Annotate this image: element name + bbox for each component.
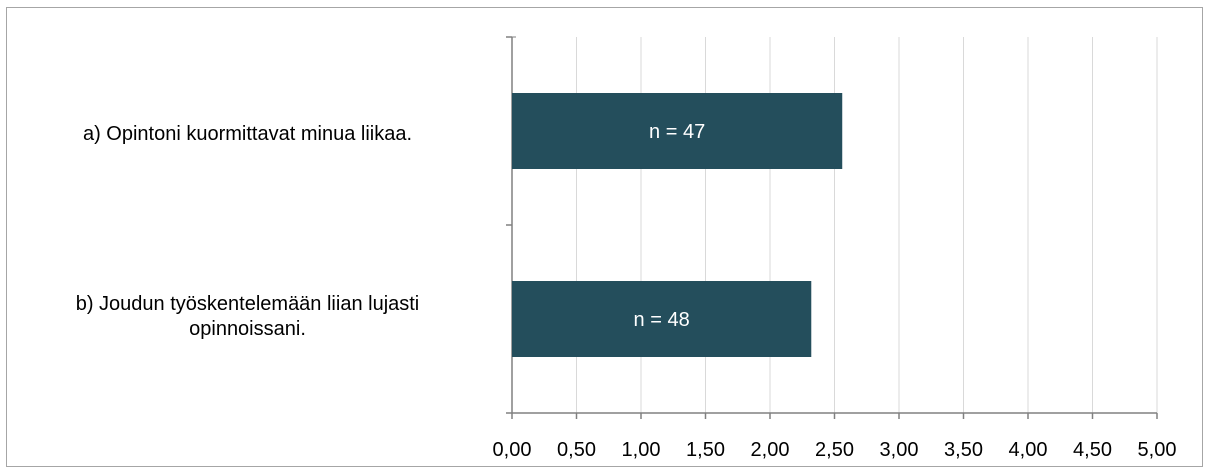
x-tick-label-5: 2,50 [815,439,854,461]
x-tick-label-3: 1,50 [686,439,725,461]
x-tick-label-8: 4,00 [1009,439,1048,461]
bar-label-1: n = 48 [634,309,690,331]
x-tick-label-0: 0,00 [493,439,532,461]
category-label-a-line-1: a) Opintoni kuormittavat minua liikaa. [82,123,413,145]
category-label-b-line-2: opinnoissani. [189,318,306,340]
x-tick-label-4: 2,00 [751,439,790,461]
x-tick-label-2: 1,00 [622,439,661,461]
bar-label-0: n = 47 [649,121,705,143]
x-tick-label-9: 4,50 [1073,439,1112,461]
x-tick-label-6: 3,00 [880,439,919,461]
chart-frame [6,7,1203,467]
category-label-b-line-1: b) Joudun työskentelemään liian lujasti [75,293,420,315]
category-label-b: b) Joudun työskentelemään liian lujasti … [0,292,495,342]
bar-0 [512,93,843,169]
bar-1 [512,281,812,357]
x-tick-label-7: 3,50 [944,439,983,461]
category-label-a: a) Opintoni kuormittavat minua liikaa. [0,122,495,147]
x-tick-label-10: 5,00 [1138,439,1177,461]
x-tick-label-1: 0,50 [557,439,596,461]
